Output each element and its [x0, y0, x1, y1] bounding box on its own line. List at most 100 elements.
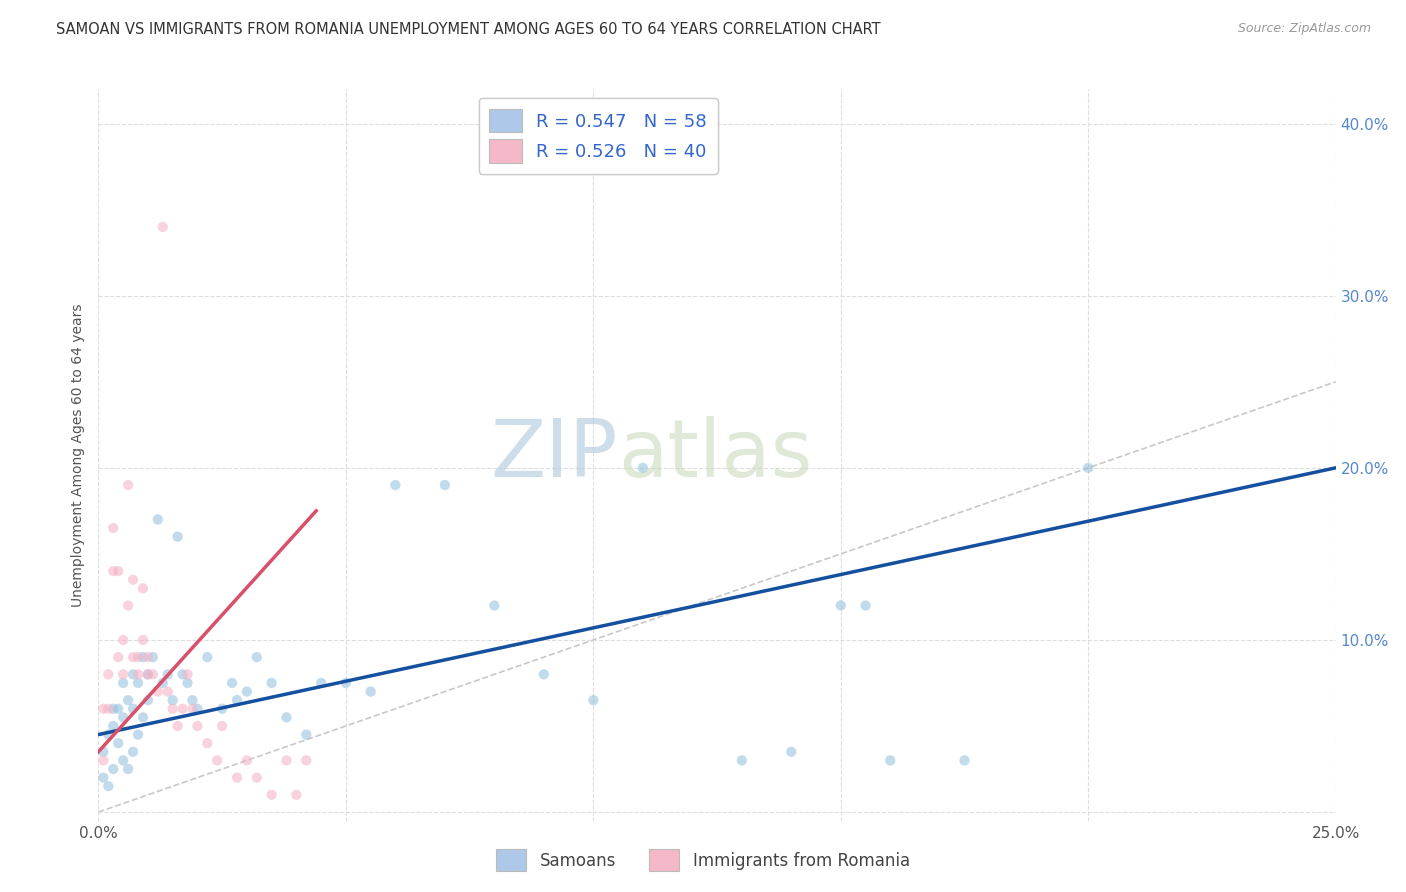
Point — [276, 710, 298, 724]
Point — [855, 599, 877, 613]
Point — [112, 632, 135, 647]
Point — [195, 736, 218, 750]
Point — [142, 667, 165, 681]
Point — [146, 512, 169, 526]
Point — [176, 667, 198, 681]
Legend: R = 0.547   N = 58, R = 0.526   N = 40: R = 0.547 N = 58, R = 0.526 N = 40 — [478, 98, 718, 174]
Point — [433, 478, 456, 492]
Point — [122, 702, 145, 716]
Point — [136, 667, 159, 681]
Point — [195, 650, 218, 665]
Y-axis label: Unemployment Among Ages 60 to 64 years: Unemployment Among Ages 60 to 64 years — [72, 303, 86, 607]
Point — [132, 710, 155, 724]
Point — [221, 676, 243, 690]
Point — [226, 693, 249, 707]
Point — [103, 564, 125, 578]
Point — [107, 736, 129, 750]
Point — [156, 684, 179, 698]
Point — [152, 219, 174, 234]
Point — [136, 650, 159, 665]
Point — [166, 530, 188, 544]
Point — [93, 745, 115, 759]
Point — [156, 667, 179, 681]
Point — [127, 667, 149, 681]
Point — [97, 779, 120, 793]
Point — [384, 478, 406, 492]
Point — [136, 667, 159, 681]
Point — [112, 710, 135, 724]
Point — [166, 719, 188, 733]
Point — [181, 693, 204, 707]
Point — [172, 667, 194, 681]
Point — [107, 650, 129, 665]
Point — [295, 728, 318, 742]
Point — [152, 676, 174, 690]
Point — [879, 753, 901, 767]
Point — [112, 667, 135, 681]
Point — [211, 702, 233, 716]
Point — [117, 478, 139, 492]
Point — [103, 719, 125, 733]
Point — [162, 702, 184, 716]
Point — [260, 788, 283, 802]
Point — [117, 762, 139, 776]
Point — [97, 702, 120, 716]
Point — [205, 753, 228, 767]
Point — [93, 771, 115, 785]
Text: SAMOAN VS IMMIGRANTS FROM ROMANIA UNEMPLOYMENT AMONG AGES 60 TO 64 YEARS CORRELA: SAMOAN VS IMMIGRANTS FROM ROMANIA UNEMPL… — [56, 22, 882, 37]
Text: Source: ZipAtlas.com: Source: ZipAtlas.com — [1237, 22, 1371, 36]
Point — [122, 745, 145, 759]
Point — [117, 693, 139, 707]
Point — [631, 460, 654, 475]
Point — [146, 684, 169, 698]
Point — [127, 650, 149, 665]
Point — [181, 702, 204, 716]
Point — [103, 521, 125, 535]
Point — [122, 650, 145, 665]
Point — [226, 771, 249, 785]
Legend: Samoans, Immigrants from Romania: Samoans, Immigrants from Romania — [488, 841, 918, 880]
Point — [246, 771, 269, 785]
Point — [112, 676, 135, 690]
Point — [142, 650, 165, 665]
Point — [132, 582, 155, 596]
Point — [186, 719, 208, 733]
Point — [582, 693, 605, 707]
Point — [1077, 460, 1099, 475]
Point — [484, 599, 506, 613]
Point — [93, 753, 115, 767]
Point — [309, 676, 332, 690]
Point — [236, 684, 259, 698]
Point — [97, 728, 120, 742]
Point — [246, 650, 269, 665]
Point — [122, 667, 145, 681]
Point — [103, 762, 125, 776]
Point — [122, 573, 145, 587]
Point — [236, 753, 259, 767]
Point — [107, 702, 129, 716]
Point — [136, 693, 159, 707]
Text: ZIP: ZIP — [491, 416, 619, 494]
Point — [260, 676, 283, 690]
Point — [132, 632, 155, 647]
Point — [360, 684, 382, 698]
Point — [780, 745, 803, 759]
Point — [830, 599, 852, 613]
Point — [295, 753, 318, 767]
Point — [172, 702, 194, 716]
Point — [112, 753, 135, 767]
Point — [176, 676, 198, 690]
Point — [276, 753, 298, 767]
Point — [132, 650, 155, 665]
Point — [127, 676, 149, 690]
Point — [103, 702, 125, 716]
Point — [97, 667, 120, 681]
Point — [533, 667, 555, 681]
Point — [335, 676, 357, 690]
Point — [285, 788, 308, 802]
Point — [186, 702, 208, 716]
Point — [117, 599, 139, 613]
Point — [127, 728, 149, 742]
Point — [953, 753, 976, 767]
Point — [93, 702, 115, 716]
